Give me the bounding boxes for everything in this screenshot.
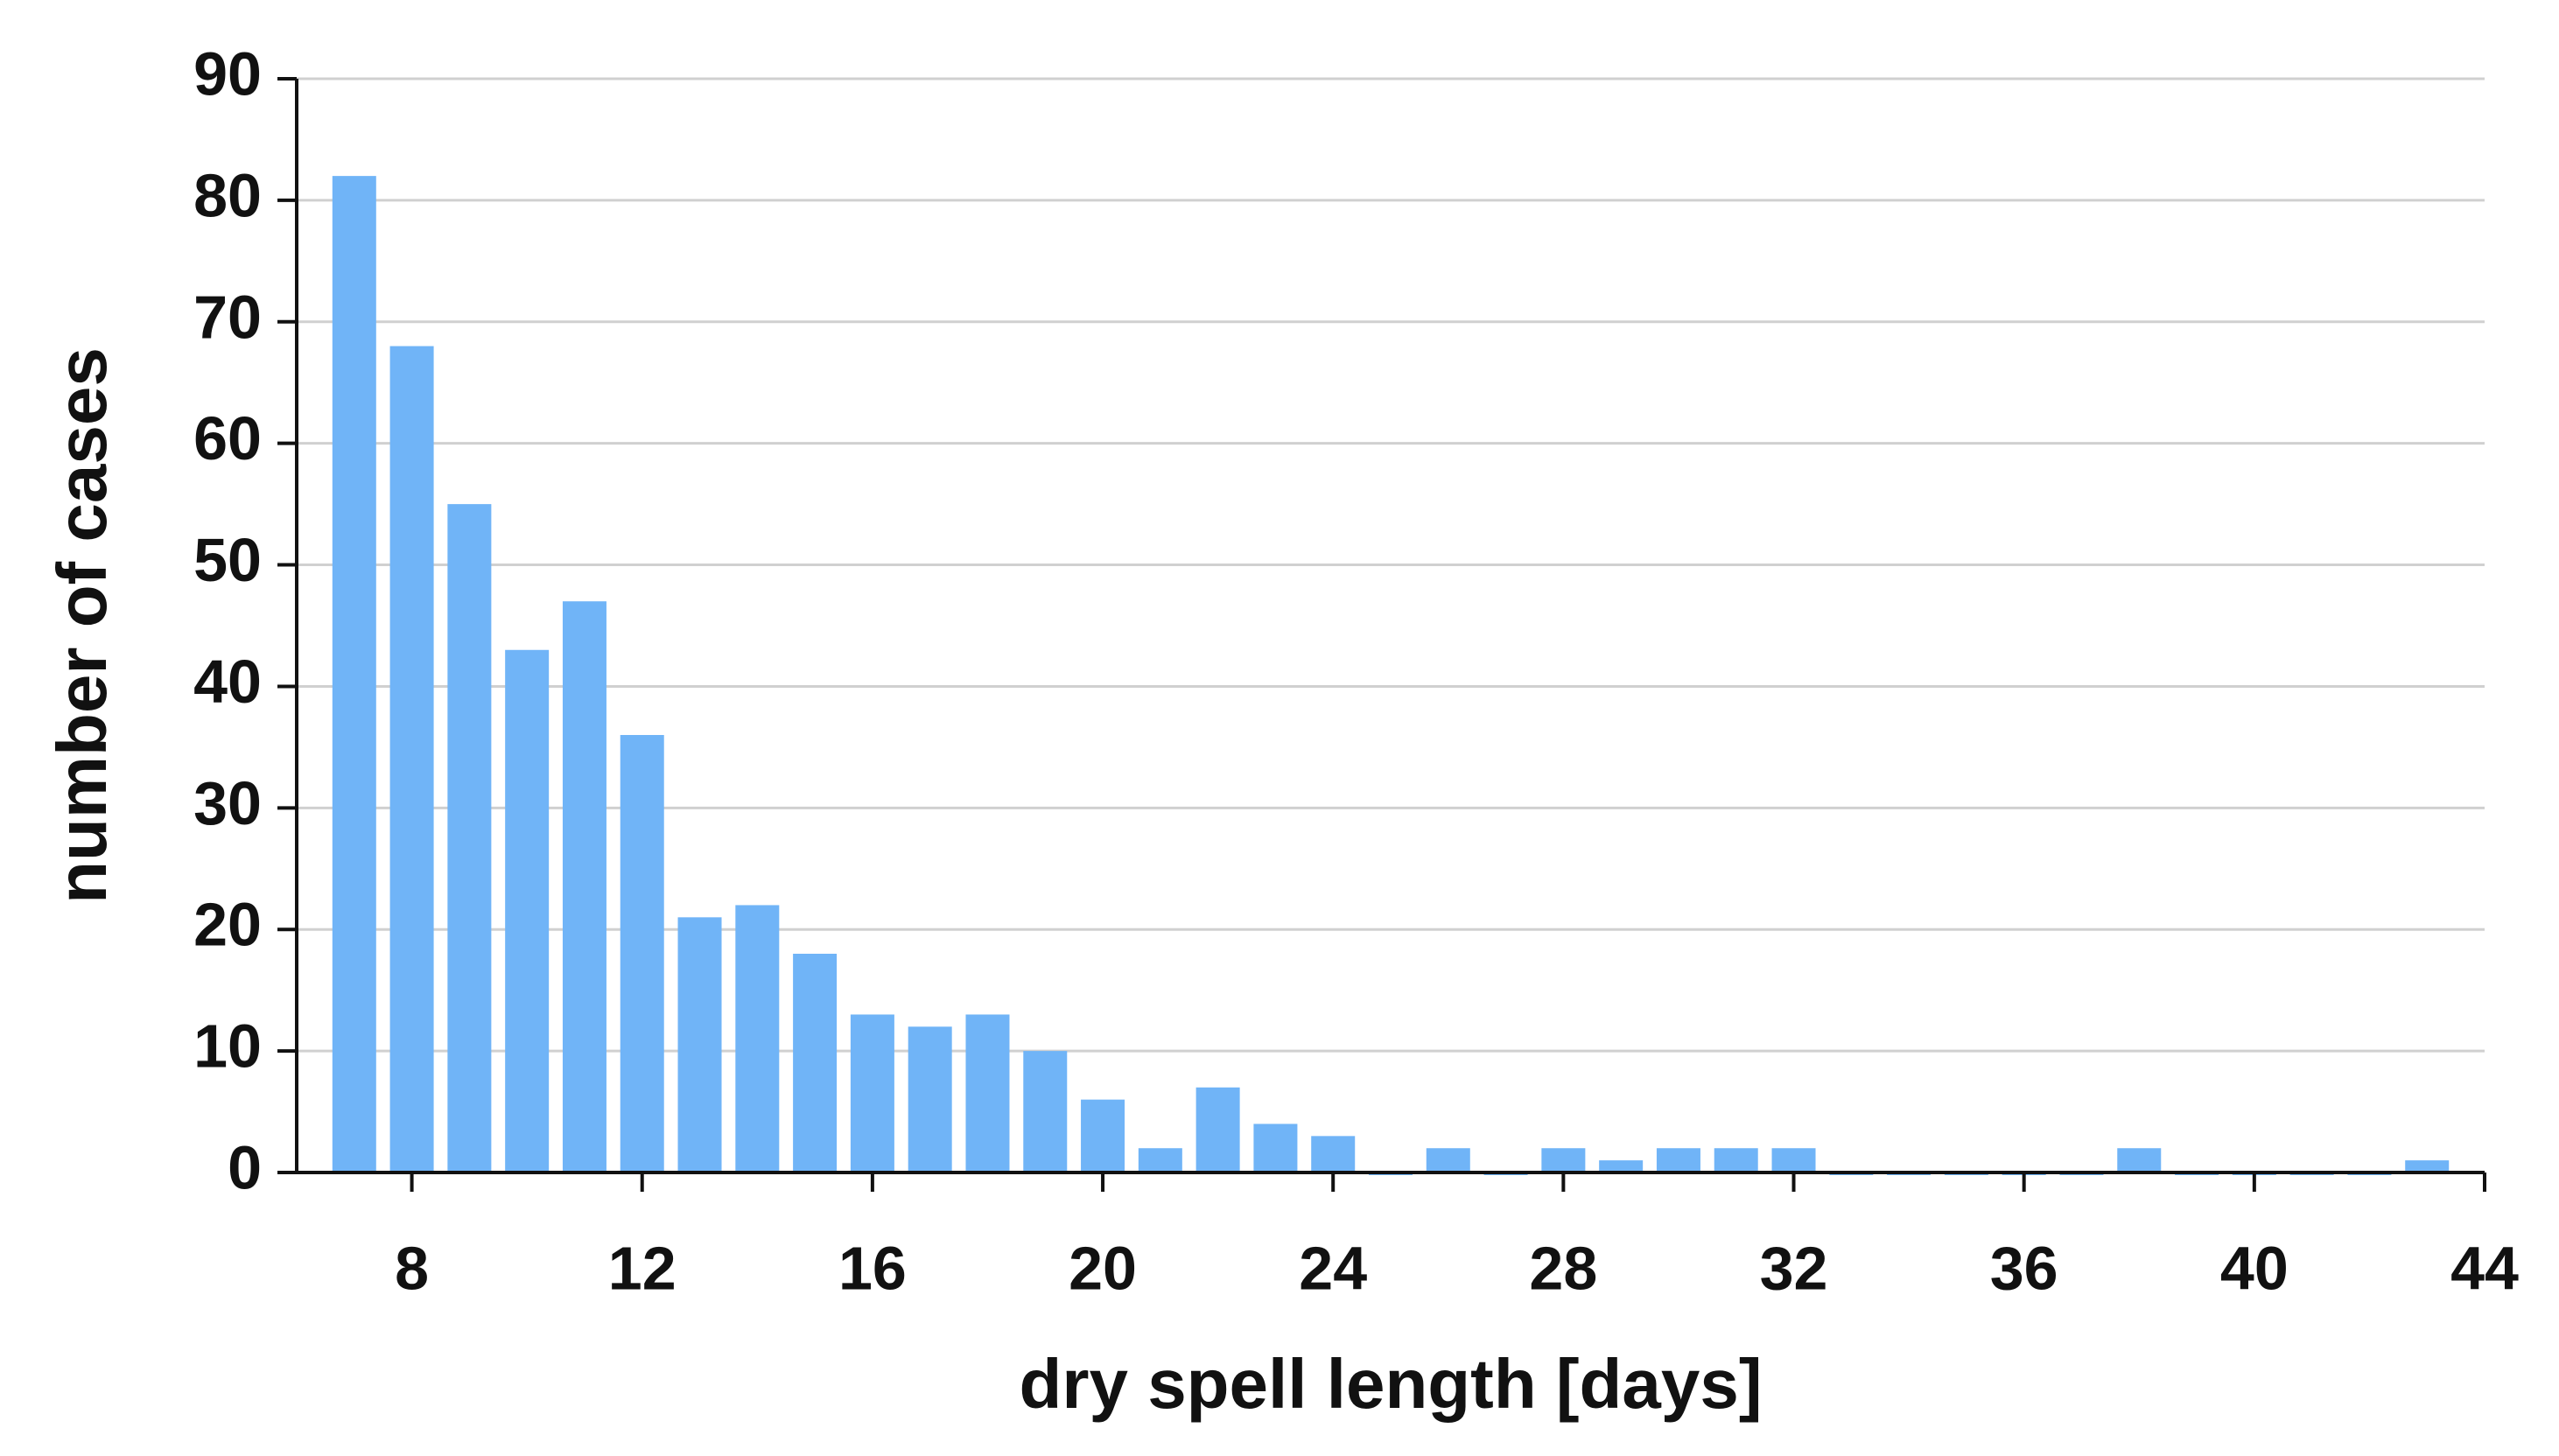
- bar: [1541, 1148, 1586, 1172]
- y-tick-label: 90: [193, 39, 262, 108]
- bar: [447, 504, 492, 1172]
- y-axis-title: number of cases: [43, 347, 121, 904]
- x-tick-label: 40: [2220, 1234, 2289, 1302]
- bar: [1426, 1148, 1470, 1172]
- bar: [677, 917, 722, 1172]
- y-tick-label: 40: [193, 648, 262, 716]
- bar: [389, 346, 434, 1172]
- bar: [793, 954, 838, 1172]
- x-tick-label: 16: [838, 1234, 907, 1302]
- x-tick-label: 24: [1299, 1234, 1367, 1302]
- x-tick-label: 28: [1529, 1234, 1597, 1302]
- bar: [2405, 1160, 2450, 1172]
- y-tick-label: 70: [193, 283, 262, 351]
- x-tick-label: 32: [1760, 1234, 1828, 1302]
- x-tick-label: 36: [1990, 1234, 2058, 1302]
- x-tick-label: 44: [2450, 1234, 2519, 1302]
- bar: [1138, 1148, 1182, 1172]
- bar: [965, 1014, 1010, 1172]
- bar: [2117, 1148, 2162, 1172]
- x-tick-label: 12: [608, 1234, 677, 1302]
- x-axis-title: dry spell length [days]: [1019, 1345, 1762, 1423]
- bar: [332, 176, 376, 1173]
- bar: [735, 905, 780, 1172]
- x-tick-label: 8: [395, 1234, 429, 1302]
- y-tick-label: 30: [193, 769, 262, 837]
- bar: [1195, 1087, 1240, 1172]
- bar: [1081, 1099, 1125, 1172]
- y-tick-label: 50: [193, 526, 262, 594]
- bar: [505, 649, 550, 1172]
- bar: [1311, 1136, 1356, 1172]
- x-tick-label: 20: [1069, 1234, 1137, 1302]
- bar: [562, 601, 606, 1172]
- bar: [1771, 1148, 1816, 1172]
- bar: [1023, 1051, 1068, 1172]
- bar: [1656, 1148, 1700, 1172]
- bar: [1253, 1124, 1298, 1172]
- y-tick-label: 20: [193, 891, 262, 959]
- bar: [1599, 1160, 1644, 1172]
- y-tick-label: 80: [193, 161, 262, 229]
- bar: [620, 735, 664, 1172]
- y-tick-label: 0: [228, 1133, 262, 1201]
- bar: [1714, 1148, 1758, 1172]
- y-tick-label: 10: [193, 1012, 262, 1081]
- bar: [908, 1026, 952, 1172]
- bar: [850, 1014, 894, 1172]
- y-tick-label: 60: [193, 404, 262, 472]
